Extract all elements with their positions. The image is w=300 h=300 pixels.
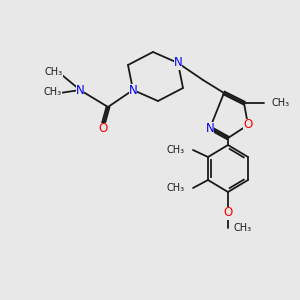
Text: N: N [206,122,214,134]
Text: N: N [129,83,137,97]
Text: CH₃: CH₃ [272,98,290,108]
Text: N: N [174,56,182,70]
Text: CH₃: CH₃ [167,145,185,155]
Text: O: O [98,122,108,136]
Text: O: O [224,206,232,220]
Text: O: O [243,118,253,131]
Text: CH₃: CH₃ [45,67,63,77]
Text: N: N [76,83,84,97]
Text: CH₃: CH₃ [44,87,62,97]
Text: CH₃: CH₃ [233,223,251,233]
Text: CH₃: CH₃ [167,183,185,193]
